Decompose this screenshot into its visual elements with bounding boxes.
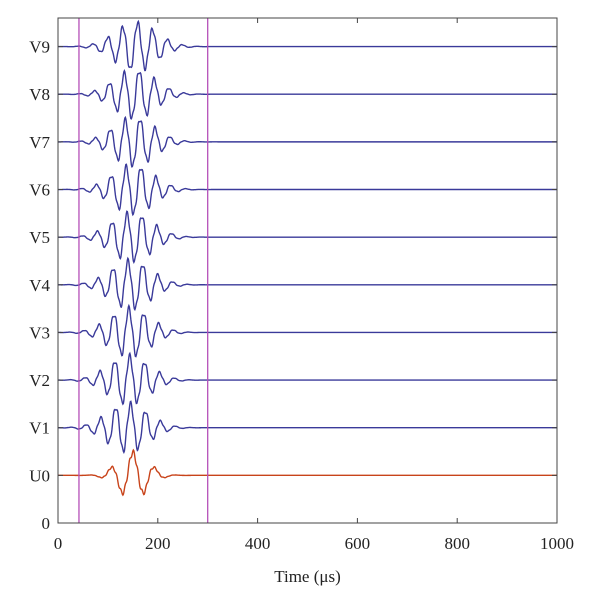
x-tick-label: 0 <box>54 534 63 553</box>
y-tick-label: V4 <box>29 276 50 295</box>
x-axis: 0 200 400 600 800 1000 <box>54 18 574 553</box>
y-tick-label: V7 <box>29 133 50 152</box>
series-v1-line <box>57 400 557 454</box>
y-tick-label: V5 <box>29 228 50 247</box>
y-tick-label: V9 <box>29 38 50 57</box>
plot-frame <box>57 17 558 524</box>
y-tick-label: V2 <box>29 371 50 390</box>
plot-area <box>57 18 557 523</box>
x-tick-label: 600 <box>345 534 371 553</box>
y-tick-label: V6 <box>29 181 50 200</box>
series-v6-line <box>57 163 557 217</box>
series-v3-line <box>57 303 557 358</box>
x-tick-label: 1000 <box>540 534 574 553</box>
x-axis-label: Time (μs) <box>274 567 341 586</box>
series-v8-line <box>58 69 557 120</box>
x-tick-label: 400 <box>245 534 271 553</box>
x-tick-label: 200 <box>145 534 171 553</box>
series-v2-line <box>57 351 557 406</box>
y-tick-label: V1 <box>29 419 50 438</box>
y-tick-label: U0 <box>29 466 50 485</box>
y-tick-label: V3 <box>29 323 50 342</box>
y-tick-label: 0 <box>42 514 51 533</box>
x-tick-label: 800 <box>444 534 470 553</box>
series-u0-line <box>58 448 557 497</box>
series-v9-line <box>58 19 557 72</box>
series-v7-line <box>58 115 557 168</box>
y-axis: 0 U0 V1 V2 V3 V4 V5 V6 V7 V8 V9 <box>29 38 557 533</box>
series-v4-line <box>57 256 557 312</box>
series-v5-line <box>58 210 557 264</box>
y-tick-label: V8 <box>29 85 50 104</box>
